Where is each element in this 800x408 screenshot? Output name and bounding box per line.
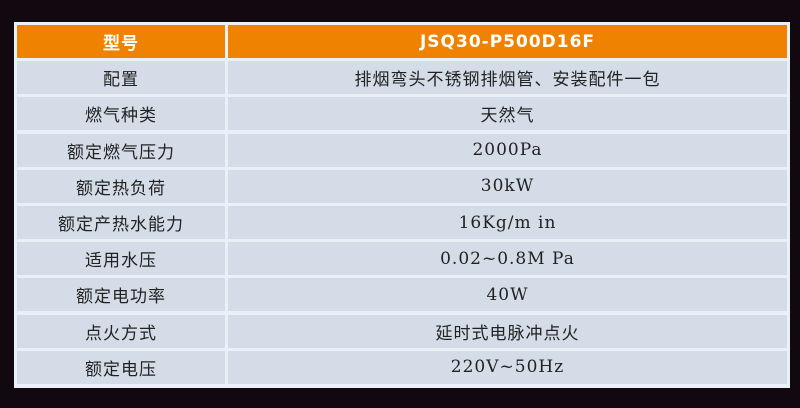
table-header-row: 型号 JSQ30-P500D16F <box>17 25 787 58</box>
spec-label: 额定电压 <box>17 350 225 384</box>
spec-label: 额定燃气压力 <box>17 133 225 167</box>
table-row: 燃气种类 天然气 <box>17 97 787 131</box>
table-row: 额定产热水能力 16Kg/m in <box>17 206 787 239</box>
header-model: JSQ30-P500D16F <box>228 25 787 58</box>
spec-value: 30kW <box>228 169 787 203</box>
table-row: 点火方式 延时式电脉冲点火 <box>17 314 787 348</box>
spec-table: 型号 JSQ30-P500D16F 配置 排烟弯头不锈钢排烟管、安装配件一包 燃气种… <box>14 22 790 388</box>
table-row: 适用水压 0.02~0.8M Pa <box>17 242 787 276</box>
spec-value: 0.02~0.8M Pa <box>228 242 787 276</box>
table-row: 额定电压 220V~50Hz <box>17 350 787 384</box>
spec-label: 额定电功率 <box>17 278 225 312</box>
spec-label: 适用水压 <box>17 242 225 276</box>
header-label: 型号 <box>17 25 225 58</box>
spec-label: 额定热负荷 <box>17 169 225 203</box>
spec-label: 额定产热水能力 <box>17 206 225 239</box>
spec-value: 220V~50Hz <box>228 350 787 384</box>
spec-value: 16Kg/m in <box>228 206 787 239</box>
table-row: 额定热负荷 30kW <box>17 169 787 203</box>
spec-value: 天然气 <box>228 97 787 131</box>
table-row: 额定燃气压力 2000Pa <box>17 133 787 167</box>
spec-label: 点火方式 <box>17 314 225 348</box>
table-row: 配置 排烟弯头不锈钢排烟管、安装配件一包 <box>17 61 787 95</box>
spec-value: 40W <box>228 278 787 312</box>
spec-value: 排烟弯头不锈钢排烟管、安装配件一包 <box>228 61 787 95</box>
spec-value: 2000Pa <box>228 133 787 167</box>
spec-value: 延时式电脉冲点火 <box>228 314 787 348</box>
spec-label: 燃气种类 <box>17 97 225 131</box>
table-row: 额定电功率 40W <box>17 278 787 312</box>
spec-label: 配置 <box>17 61 225 95</box>
